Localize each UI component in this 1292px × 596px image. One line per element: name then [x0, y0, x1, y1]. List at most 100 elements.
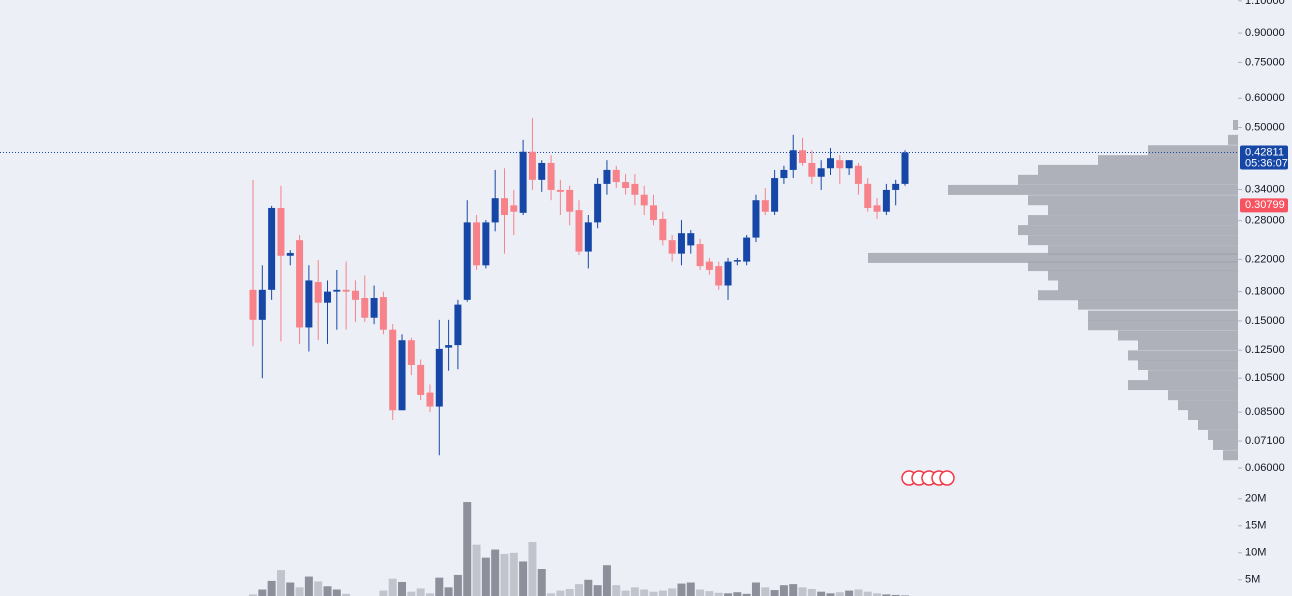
profile-bar	[1078, 299, 1238, 310]
candle-body	[668, 240, 676, 254]
candle-body	[705, 261, 713, 270]
volume-bar	[751, 582, 760, 596]
volume-bar	[342, 593, 351, 596]
volume-tick-label: 10M	[1245, 547, 1266, 559]
volume-bar	[323, 586, 332, 596]
candle-body	[873, 205, 881, 212]
candle-body	[761, 200, 769, 212]
candle-body	[324, 291, 332, 303]
candle-body	[640, 194, 648, 206]
volume-bar	[863, 591, 872, 596]
volume-bar	[882, 594, 891, 596]
candle-body	[826, 158, 834, 169]
volume-bar	[696, 589, 705, 596]
candle-body	[473, 222, 481, 266]
candle-body	[370, 297, 378, 318]
candle-body	[836, 160, 844, 169]
candle-body	[901, 152, 909, 184]
candle-body	[342, 289, 350, 292]
volume-bar	[873, 593, 882, 596]
profile-bar	[1018, 174, 1238, 185]
volume-bar	[668, 588, 677, 596]
candle-body	[407, 340, 415, 365]
y-tick-label: 0.50000	[1245, 121, 1285, 133]
profile-bar	[1228, 134, 1238, 145]
volume-bar	[891, 594, 900, 596]
profile-bar	[1088, 310, 1238, 321]
event-icon[interactable]	[939, 470, 955, 486]
last-price-label: 0.42811	[1245, 146, 1284, 158]
profile-bar	[1038, 290, 1238, 301]
volume-bar	[407, 591, 416, 596]
volume-bar	[379, 590, 388, 596]
volume-bar	[733, 592, 742, 596]
volume-bar	[472, 544, 481, 596]
candle-body	[864, 183, 872, 208]
candle-body	[305, 280, 313, 328]
profile-bar	[1118, 330, 1238, 341]
volume-bar	[742, 593, 751, 596]
candle-body	[677, 233, 685, 254]
volume-bar	[453, 574, 462, 596]
candle-body	[277, 207, 285, 256]
volume-bar	[593, 585, 602, 596]
volume-bar	[789, 584, 798, 596]
candle-body	[361, 297, 369, 318]
candle-body	[752, 200, 760, 238]
candle-body	[743, 237, 751, 262]
profile-bar	[1213, 439, 1238, 450]
candle-body	[463, 222, 471, 300]
candle-body	[733, 260, 741, 262]
candle-body	[286, 252, 294, 256]
volume-bar	[519, 561, 528, 596]
volume-tick-label: 5M	[1245, 574, 1260, 586]
y-tick-label: 0.08500	[1245, 406, 1285, 418]
volume-bar	[332, 589, 341, 596]
y-tick-label: 0.07100	[1245, 435, 1285, 447]
candle-body	[892, 183, 900, 190]
volume-bar	[677, 583, 686, 596]
profile-bar	[1138, 359, 1238, 370]
y-tick-label: 1.10000	[1245, 0, 1285, 7]
candle-body	[389, 329, 397, 411]
marker-price-label: 0.30799	[1245, 199, 1285, 211]
candle-body	[789, 150, 797, 170]
y-tick-label: 0.28000	[1245, 215, 1285, 227]
volume-bar	[304, 576, 313, 596]
volume-bar	[621, 590, 630, 596]
volume-bar	[295, 587, 304, 596]
candle-body	[659, 218, 667, 241]
volume-bar	[658, 590, 667, 596]
volume-bar	[705, 591, 714, 596]
candle-body	[538, 162, 546, 180]
y-tick-label: 0.10500	[1245, 372, 1285, 384]
y-tick-label: 0.22000	[1245, 253, 1285, 265]
volume-bar	[500, 553, 509, 596]
volume-tick-label: 20M	[1245, 493, 1266, 505]
profile-bar	[1028, 235, 1238, 246]
y-tick-label: 0.34000	[1245, 183, 1285, 195]
candle-body	[435, 348, 443, 407]
volume-bar	[463, 502, 472, 596]
candle-body	[631, 183, 639, 195]
candle-body	[258, 289, 266, 320]
volume-bar	[425, 593, 434, 596]
profile-bar	[1198, 419, 1238, 430]
profile-bar	[1028, 215, 1238, 226]
profile-bar	[1208, 430, 1238, 441]
y-tick-label: 0.60000	[1245, 92, 1285, 104]
candle-body	[249, 289, 257, 320]
volume-bar	[798, 587, 807, 596]
profile-bar	[1148, 370, 1238, 381]
candle-body	[584, 222, 592, 252]
candle-body	[398, 340, 406, 411]
volume-bar	[612, 585, 621, 596]
volume-bar	[491, 549, 500, 596]
volume-bar	[388, 578, 397, 596]
marker-price-tag	[1240, 198, 1288, 213]
candle-body	[500, 198, 508, 216]
countdown-label: 05:36:07	[1245, 157, 1288, 169]
candle-body	[650, 205, 658, 221]
